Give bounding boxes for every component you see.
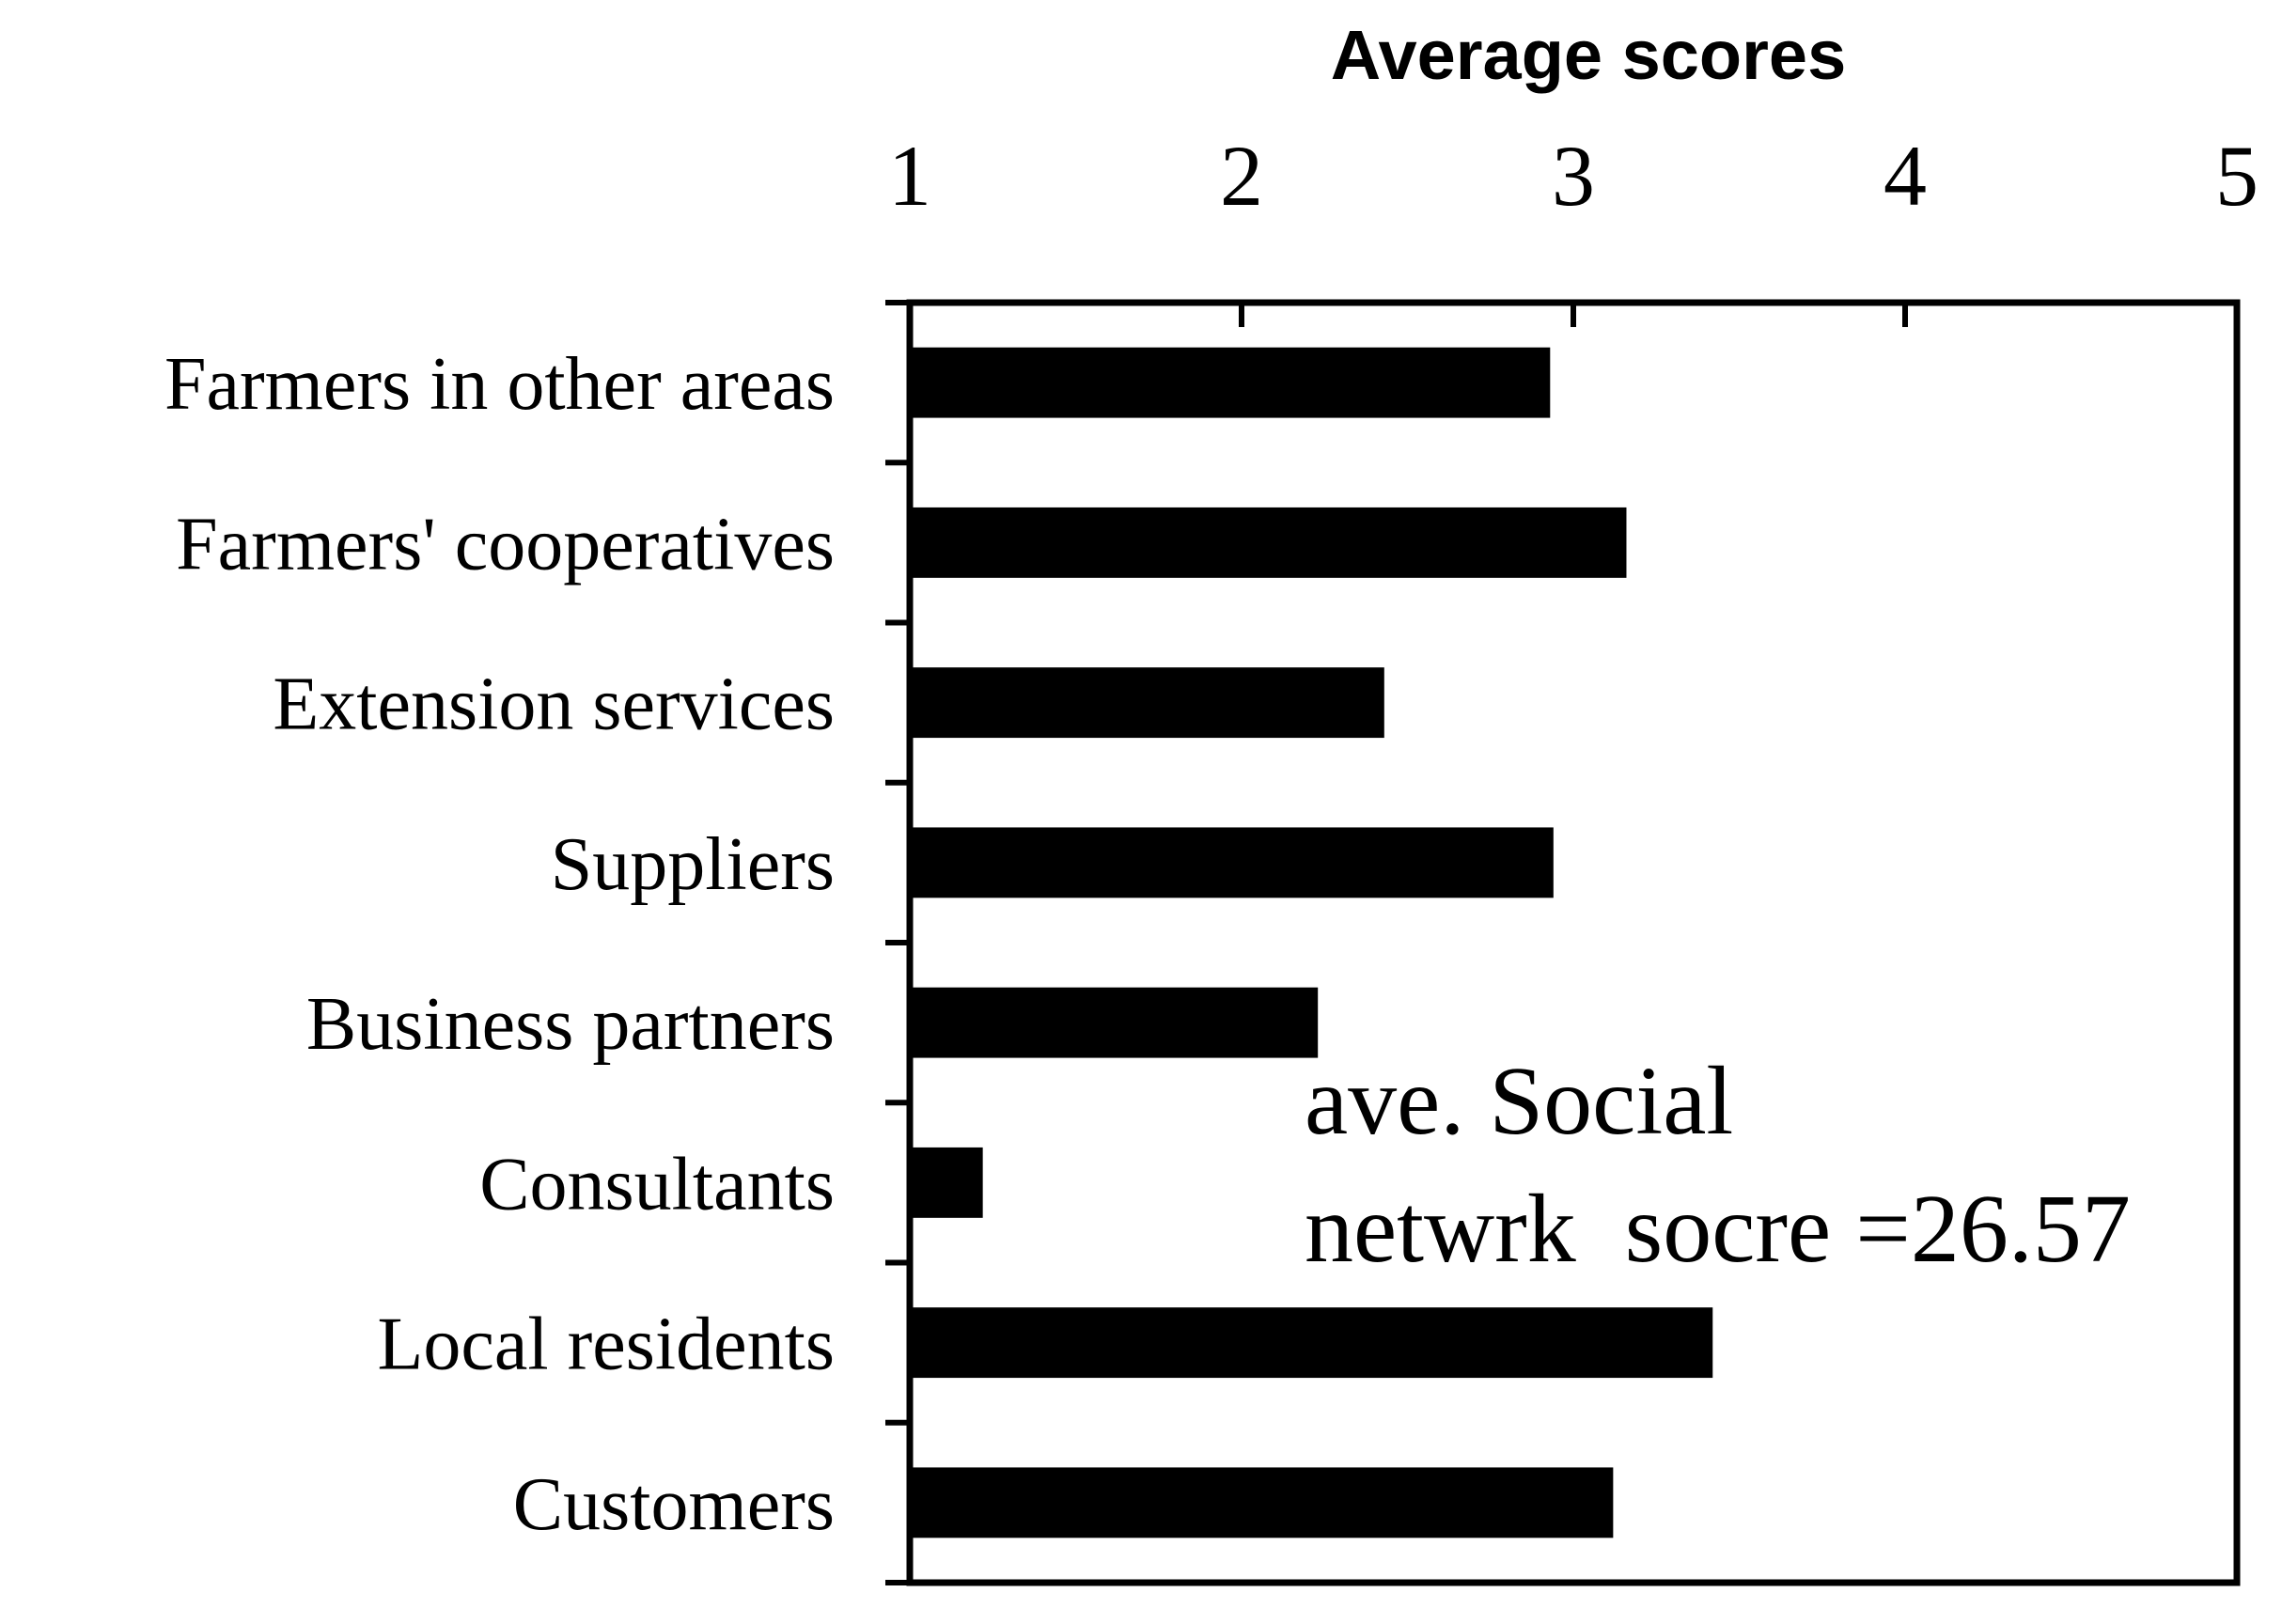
- bar: [910, 1307, 1713, 1379]
- bar: [910, 1467, 1614, 1538]
- x-tick-label: 2: [1220, 128, 1263, 224]
- x-tick-label: 1: [888, 128, 931, 224]
- bar: [910, 987, 1319, 1058]
- category-label: Suppliers: [551, 823, 835, 906]
- x-axis-ticks: 1 2 3 4 5: [888, 128, 2259, 327]
- category-label: Farmers' cooperatives: [176, 503, 835, 586]
- x-tick-label: 4: [1883, 128, 1927, 224]
- y-axis-ticks: [885, 300, 910, 1585]
- bar: [910, 827, 1554, 898]
- category-label: Local residents: [378, 1304, 835, 1386]
- category-label: Farmers in other areas: [164, 343, 835, 426]
- bar: [910, 1147, 983, 1218]
- category-label: Customers: [513, 1463, 835, 1546]
- bars: [910, 347, 1713, 1538]
- bar: [910, 667, 1384, 739]
- category-label: Business partners: [306, 983, 835, 1066]
- bar: [910, 507, 1627, 578]
- x-axis-title: Average scores: [1331, 16, 1847, 94]
- annotation-line-1: ave. Social: [1305, 1047, 1733, 1155]
- x-tick-label: 3: [1552, 128, 1595, 224]
- bar: [910, 347, 1551, 418]
- category-label: Consultants: [479, 1143, 835, 1226]
- annotation-line-2: netwrk socre =26.57: [1305, 1175, 2131, 1283]
- category-labels: Farmers in other areas Farmers' cooperati…: [164, 343, 835, 1546]
- x-tick-label: 5: [2215, 128, 2259, 224]
- plot-frame: [906, 299, 2241, 1586]
- category-label: Extension services: [273, 664, 835, 746]
